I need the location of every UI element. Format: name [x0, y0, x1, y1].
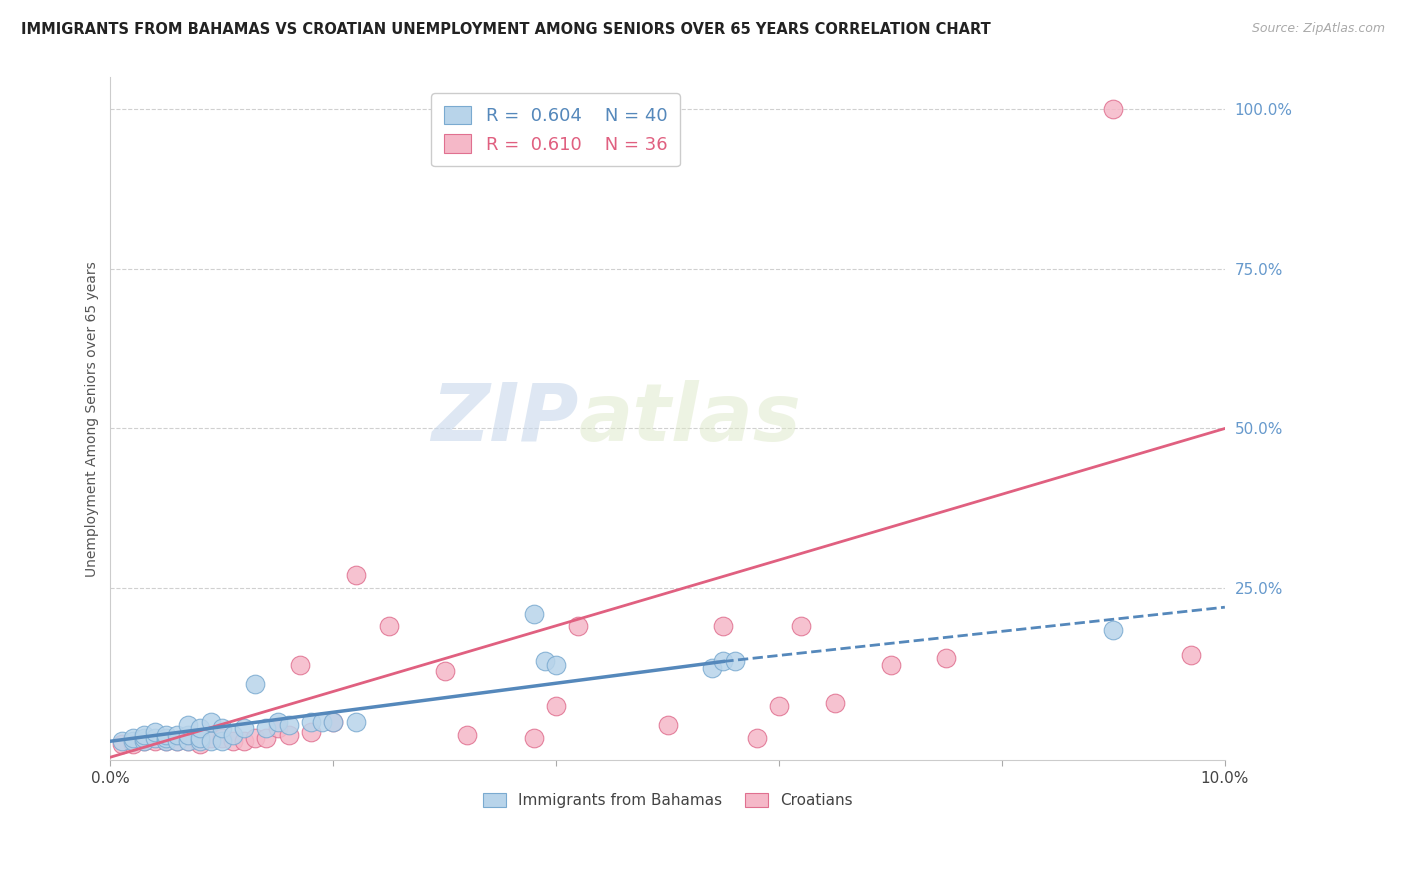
- Point: [121, 734, 143, 748]
- Point: [222, 728, 245, 742]
- Point: [299, 715, 322, 730]
- Point: [188, 731, 211, 745]
- Point: [188, 722, 211, 736]
- Point: [222, 734, 245, 748]
- Point: [1180, 648, 1202, 662]
- Point: [143, 731, 166, 745]
- Point: [322, 715, 344, 730]
- Text: ZIP: ZIP: [432, 380, 578, 458]
- Point: [211, 734, 233, 748]
- Point: [121, 738, 143, 752]
- Point: [456, 728, 478, 742]
- Point: [311, 715, 333, 730]
- Point: [790, 619, 813, 633]
- Point: [768, 699, 790, 714]
- Point: [166, 734, 188, 748]
- Point: [211, 731, 233, 745]
- Point: [200, 715, 222, 730]
- Point: [200, 734, 222, 748]
- Point: [546, 657, 568, 672]
- Point: [200, 731, 222, 745]
- Point: [433, 664, 456, 678]
- Point: [1102, 103, 1125, 117]
- Point: [143, 724, 166, 739]
- Point: [110, 734, 132, 748]
- Point: [188, 734, 211, 748]
- Point: [177, 718, 200, 732]
- Point: [245, 731, 267, 745]
- Point: [177, 734, 200, 748]
- Point: [523, 731, 546, 745]
- Point: [534, 655, 557, 669]
- Point: [711, 655, 734, 669]
- Point: [110, 738, 132, 752]
- Legend: Immigrants from Bahamas, Croatians: Immigrants from Bahamas, Croatians: [477, 787, 859, 814]
- Point: [702, 661, 724, 675]
- Point: [523, 607, 546, 621]
- Point: [254, 722, 277, 736]
- Point: [177, 734, 200, 748]
- Point: [143, 734, 166, 748]
- Point: [245, 677, 267, 691]
- Text: Source: ZipAtlas.com: Source: ZipAtlas.com: [1251, 22, 1385, 36]
- Point: [188, 738, 211, 752]
- Point: [132, 731, 155, 745]
- Point: [745, 731, 768, 745]
- Point: [711, 619, 734, 633]
- Point: [288, 657, 311, 672]
- Y-axis label: Unemployment Among Seniors over 65 years: Unemployment Among Seniors over 65 years: [86, 261, 100, 577]
- Point: [121, 731, 143, 745]
- Point: [824, 696, 846, 710]
- Point: [254, 731, 277, 745]
- Point: [277, 718, 299, 732]
- Point: [166, 728, 188, 742]
- Point: [1102, 623, 1125, 637]
- Point: [132, 734, 155, 748]
- Text: atlas: atlas: [578, 380, 801, 458]
- Point: [233, 722, 256, 736]
- Point: [155, 728, 177, 742]
- Point: [155, 731, 177, 745]
- Point: [155, 734, 177, 748]
- Point: [233, 734, 256, 748]
- Point: [344, 568, 367, 582]
- Point: [935, 651, 957, 665]
- Point: [546, 699, 568, 714]
- Point: [166, 734, 188, 748]
- Point: [132, 728, 155, 742]
- Point: [723, 655, 745, 669]
- Point: [211, 722, 233, 736]
- Point: [155, 734, 177, 748]
- Point: [879, 657, 901, 672]
- Point: [378, 619, 401, 633]
- Point: [657, 718, 679, 732]
- Point: [177, 728, 200, 742]
- Point: [299, 724, 322, 739]
- Point: [266, 722, 288, 736]
- Point: [132, 734, 155, 748]
- Point: [277, 728, 299, 742]
- Point: [322, 715, 344, 730]
- Point: [344, 715, 367, 730]
- Text: IMMIGRANTS FROM BAHAMAS VS CROATIAN UNEMPLOYMENT AMONG SENIORS OVER 65 YEARS COR: IMMIGRANTS FROM BAHAMAS VS CROATIAN UNEM…: [21, 22, 991, 37]
- Point: [567, 619, 589, 633]
- Point: [266, 715, 288, 730]
